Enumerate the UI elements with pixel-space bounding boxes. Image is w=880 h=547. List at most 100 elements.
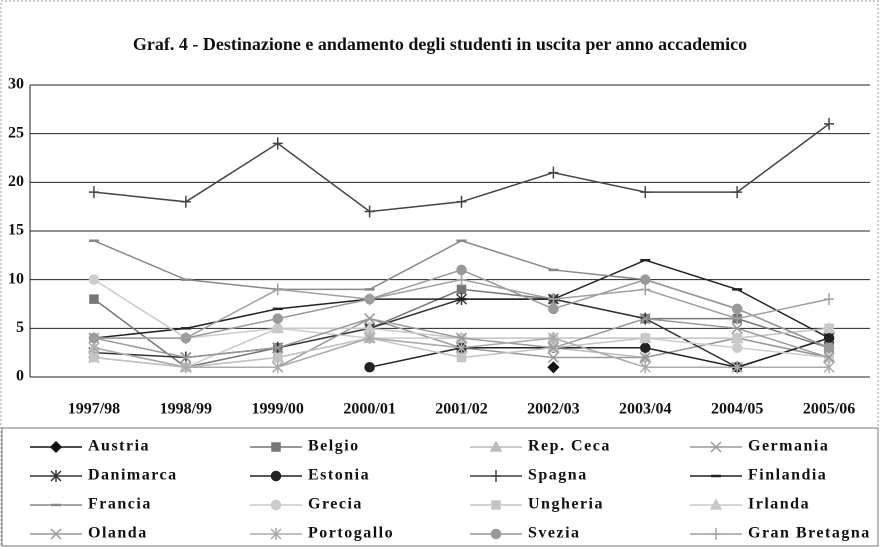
marker [455, 341, 468, 354]
marker [364, 293, 375, 306]
x-tick-label: 1998/99 [160, 401, 212, 418]
marker [272, 361, 284, 374]
marker [489, 440, 503, 452]
marker [491, 470, 501, 482]
x-tick-label: 2003/04 [619, 401, 671, 418]
legend-item: Gran Bretagna [690, 525, 871, 542]
marker [270, 470, 282, 482]
marker [180, 361, 192, 374]
marker [547, 361, 560, 374]
marker [180, 195, 191, 208]
marker [639, 352, 651, 364]
marker [710, 441, 722, 453]
legend-item: Ungheria [470, 496, 604, 513]
marker [639, 361, 651, 374]
marker [50, 528, 62, 540]
marker [456, 284, 467, 295]
marker [640, 283, 651, 296]
marker [271, 442, 281, 452]
x-tick-label: 2005/06 [803, 401, 855, 418]
series [547, 361, 560, 374]
series [88, 117, 835, 218]
y-tick-label: 5 [16, 319, 24, 336]
marker [711, 528, 721, 540]
marker [548, 293, 559, 306]
legend-item: Finlandia [690, 467, 827, 484]
marker [364, 313, 376, 325]
marker [88, 186, 99, 199]
series-line [369, 337, 830, 369]
marker [49, 440, 63, 454]
marker [822, 321, 836, 334]
marker [88, 332, 99, 345]
legend-item: Belgio [250, 438, 358, 455]
legend-item: Svezia [470, 525, 581, 542]
marker [639, 313, 651, 325]
marker [490, 528, 502, 540]
marker [456, 352, 467, 363]
marker [364, 205, 375, 218]
legend-label: Austria [88, 438, 150, 455]
y-tick-label: 0 [16, 368, 24, 385]
marker [731, 342, 743, 354]
legend-label: Finlandia [748, 467, 827, 484]
legend-item: Rep. Ceca [470, 438, 611, 455]
marker [730, 331, 744, 343]
series [88, 313, 835, 364]
legend-label: Rep. Ceca [528, 438, 611, 455]
x-tick-label: 2002/03 [527, 401, 579, 418]
legend-label: Gran Bretagna [748, 525, 871, 542]
legend-item: Olanda [30, 525, 148, 542]
legend-label: Svezia [528, 525, 581, 542]
marker [640, 274, 651, 285]
legend-label: Ungheria [528, 496, 604, 513]
y-tick-label: 10 [8, 270, 24, 287]
x-tick-label: 2004/05 [711, 401, 763, 418]
marker [364, 362, 375, 373]
marker [88, 274, 100, 285]
marker [270, 499, 282, 511]
x-tick-label: 1999/00 [251, 401, 303, 418]
marker [732, 186, 743, 199]
marker [548, 166, 559, 179]
series [88, 332, 835, 374]
legend-label: Francia [88, 496, 152, 513]
marker [272, 313, 283, 324]
marker [547, 332, 559, 345]
marker [89, 352, 99, 363]
legend-item: Austria [30, 438, 150, 455]
marker [731, 322, 743, 334]
marker [709, 498, 723, 510]
legend-label: Danimarca [88, 467, 178, 484]
marker [272, 342, 284, 354]
legend-label: Germania [748, 438, 829, 455]
marker [824, 117, 835, 130]
marker [824, 293, 835, 306]
marker [731, 361, 743, 374]
marker [456, 273, 467, 286]
marker [50, 470, 62, 482]
marker [271, 321, 284, 334]
legend-item: Portogallo [250, 525, 393, 542]
marker [491, 500, 501, 510]
legend-item: Germania [690, 438, 829, 455]
x-tick-label: 2001/02 [435, 401, 487, 418]
legend-label: Olanda [88, 525, 148, 542]
marker [272, 283, 283, 296]
marker [823, 361, 835, 374]
marker [823, 342, 835, 354]
marker [364, 332, 376, 345]
marker [180, 352, 192, 364]
legend-label: Spagna [528, 467, 588, 484]
marker [89, 294, 99, 304]
y-tick-label: 15 [8, 222, 24, 239]
marker [456, 264, 467, 276]
legend-label: Grecia [308, 496, 363, 513]
y-tick-label: 25 [8, 124, 24, 141]
marker [547, 352, 559, 364]
marker [272, 137, 283, 150]
legend-box [1, 427, 879, 547]
legend-label: Estonia [308, 467, 370, 484]
